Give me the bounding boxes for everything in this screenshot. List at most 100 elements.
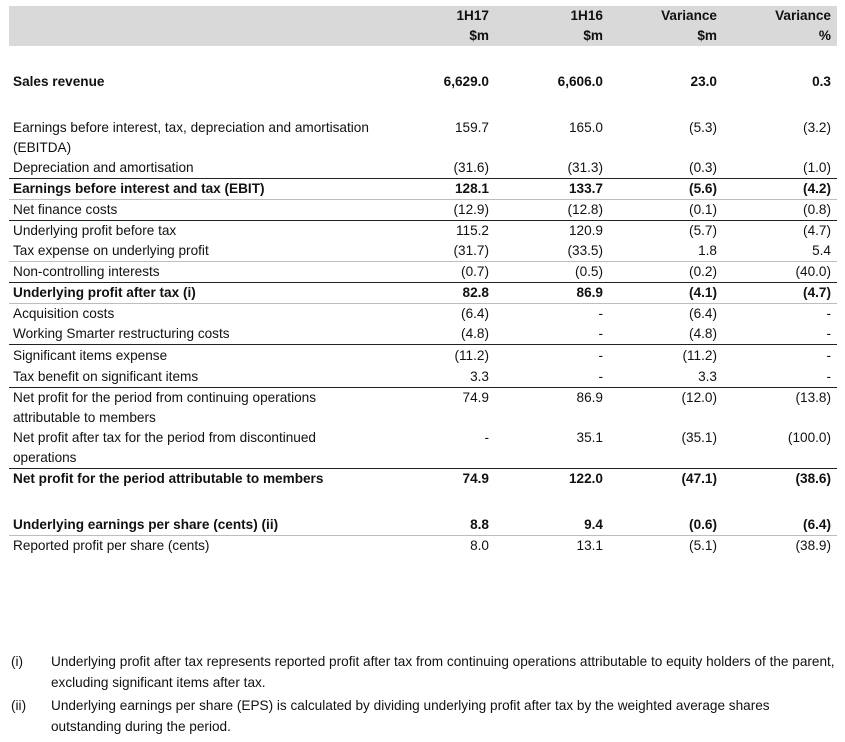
cell-1h17: 82.8: [381, 282, 495, 304]
row-label: Earnings before interest, tax, depreciat…: [13, 120, 369, 155]
cell-1h16: 120.9: [495, 220, 609, 241]
row-label: Underlying profit before tax: [9, 220, 381, 241]
row-net-profit-discontinued: Net profit after tax for the period from…: [9, 428, 837, 469]
cell-variance-amount: (4.8): [689, 326, 717, 341]
cell-1h16: (12.8): [495, 199, 609, 221]
cell-1h17: 74.9: [381, 387, 495, 428]
cell-1h16: 86.9: [495, 387, 609, 428]
cell-variance-amount: (4.1): [609, 282, 723, 304]
row-label: Tax benefit on significant items: [13, 369, 199, 384]
row-ebitda: Earnings before interest, tax, depreciat…: [9, 118, 837, 158]
cell-1h17: 6,629.0: [443, 74, 489, 89]
cell-variance-amount: (35.1): [681, 430, 717, 445]
cell-1h17: (31.7): [453, 243, 489, 258]
cell-1h17: (6.4): [381, 303, 495, 324]
cell-variance-amount: (47.1): [609, 468, 723, 489]
cell-1h17: (12.9): [381, 199, 495, 221]
row-label: Underlying profit after tax (i): [9, 282, 381, 304]
table-header: 1H17 $m 1H16 $m Variance $m Variance%: [9, 6, 837, 46]
row-label: Reported profit per share (cents): [9, 535, 381, 556]
cell-1h17: 8.0: [381, 535, 495, 556]
cell-1h17: (4.8): [461, 326, 489, 341]
cell-1h17: -: [484, 430, 489, 445]
cell-1h16: 133.7: [495, 178, 609, 200]
cell-variance-amount: 3.3: [698, 369, 717, 384]
row-net-finance-costs: Net finance costs (12.9) (12.8) (0.1) (0…: [9, 199, 837, 221]
header-variance-amount: Variance $m: [609, 6, 723, 46]
cell-variance-percent: (4.2): [723, 178, 837, 200]
cell-1h16: 13.1: [495, 535, 609, 556]
cell-variance-percent: (38.9): [723, 535, 837, 556]
row-label: Underlying earnings per share (cents) (i…: [13, 517, 279, 532]
row-label: Net profit after tax for the period from…: [13, 430, 316, 465]
row-label: Tax expense on underlying profit: [13, 243, 209, 258]
footnote-text: Underlying profit after tax represents r…: [51, 654, 835, 690]
row-underlying-eps: Underlying earnings per share (cents) (i…: [9, 515, 837, 536]
cell-variance-percent: -: [723, 344, 837, 367]
cell-1h16: -: [598, 326, 603, 341]
cell-1h17: (31.6): [453, 160, 489, 175]
cell-1h16: 6,606.0: [557, 74, 603, 89]
cell-1h16: (31.3): [567, 160, 603, 175]
row-label: Sales revenue: [13, 74, 105, 89]
footnotes: (i) Underlying profit after tax represen…: [9, 651, 839, 739]
cell-variance-amount: (11.2): [609, 344, 723, 367]
row-label: Net profit for the period attributable t…: [9, 468, 381, 489]
cell-1h17: 3.3: [470, 369, 489, 384]
row-tax-benefit: Tax benefit on significant items 3.3 - 3…: [9, 367, 837, 388]
cell-variance-amount: (0.3): [689, 160, 717, 175]
row-non-controlling: Non-controlling interests (0.7) (0.5) (0…: [9, 261, 837, 283]
row-sales-revenue: Sales revenue 6,629.0 6,606.0 23.0 0.3: [9, 72, 837, 92]
cell-variance-amount: (0.1): [609, 199, 723, 221]
cell-variance-amount: (12.0): [609, 387, 723, 428]
row-label: Working Smarter restructuring costs: [13, 326, 230, 341]
cell-variance-amount: 23.0: [690, 74, 717, 89]
row-depreciation: Depreciation and amortisation (31.6) (31…: [9, 158, 837, 179]
cell-variance-percent: (3.2): [803, 120, 831, 135]
cell-1h16: (33.5): [567, 243, 603, 258]
cell-1h16: 86.9: [495, 282, 609, 304]
cell-1h17: 8.8: [470, 517, 489, 532]
row-significant-items: Significant items expense (11.2) - (11.2…: [9, 344, 837, 367]
cell-variance-percent: (4.7): [723, 220, 837, 241]
footnote-ref: (ii): [11, 698, 27, 713]
cell-1h16: (0.5): [495, 261, 609, 283]
cell-1h17: 74.9: [381, 468, 495, 489]
header-variance-percent: Variance%: [723, 6, 837, 46]
cell-variance-percent: (1.0): [803, 160, 831, 175]
cell-variance-amount: (6.4): [609, 303, 723, 324]
header-blank: [9, 6, 381, 46]
row-tax-expense: Tax expense on underlying profit (31.7) …: [9, 241, 837, 262]
cell-variance-percent: (40.0): [723, 261, 837, 283]
cell-variance-percent: (100.0): [787, 430, 831, 445]
cell-variance-percent: (6.4): [803, 517, 831, 532]
cell-variance-percent: 5.4: [812, 243, 831, 258]
row-restructuring-costs: Working Smarter restructuring costs (4.8…: [9, 324, 837, 345]
cell-variance-amount: (0.2): [609, 261, 723, 283]
row-net-profit-members: Net profit for the period attributable t…: [9, 468, 837, 489]
cell-1h17: (11.2): [381, 344, 495, 367]
row-acquisition-costs: Acquisition costs (6.4) - (6.4) -: [9, 303, 837, 324]
row-underlying-pbt: Underlying profit before tax 115.2 120.9…: [9, 220, 837, 241]
footnote-ii: (ii) Underlying earnings per share (EPS)…: [9, 695, 839, 737]
cell-variance-percent: -: [723, 303, 837, 324]
cell-variance-percent: (13.8): [723, 387, 837, 428]
row-label: Earnings before interest and tax (EBIT): [9, 178, 381, 200]
cell-1h17: 115.2: [381, 220, 495, 241]
row-label: Significant items expense: [9, 344, 381, 367]
cell-1h17: (0.7): [381, 261, 495, 283]
cell-variance-amount: 1.8: [698, 243, 717, 258]
footnote-ref: (i): [11, 654, 24, 669]
row-net-profit-continuing: Net profit for the period from continuin…: [9, 387, 837, 428]
footnote-i: (i) Underlying profit after tax represen…: [9, 651, 839, 693]
cell-variance-percent: -: [826, 369, 831, 384]
row-underlying-pat: Underlying profit after tax (i) 82.8 86.…: [9, 282, 837, 304]
row-label: Net finance costs: [9, 199, 381, 221]
cell-variance-percent: (0.8): [723, 199, 837, 221]
cell-variance-percent: 0.3: [812, 74, 831, 89]
cell-1h16: -: [598, 369, 603, 384]
row-label: Net profit for the period from continuin…: [9, 387, 381, 428]
row-label: Non-controlling interests: [9, 261, 381, 283]
cell-variance-amount: (5.7): [609, 220, 723, 241]
